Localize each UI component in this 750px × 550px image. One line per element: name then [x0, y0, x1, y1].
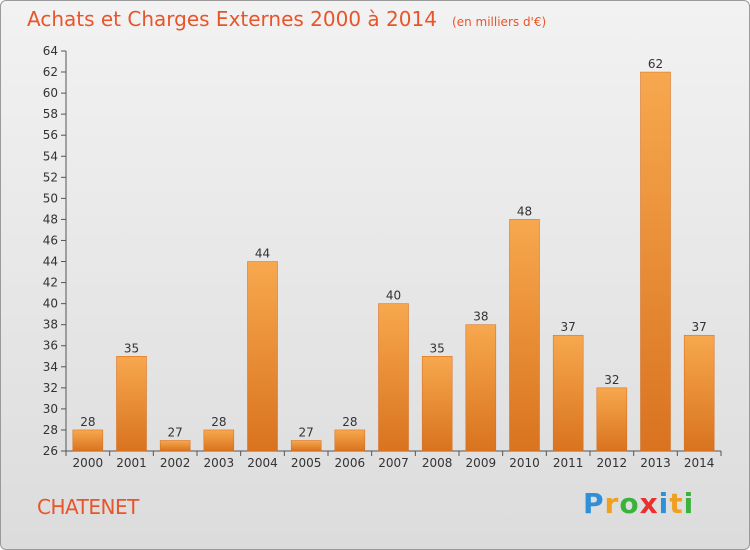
logo-letter: i	[683, 487, 695, 520]
logo-letter: x	[639, 487, 659, 520]
data-label: 37	[561, 320, 576, 334]
x-axis: 2000 2001 2002 2003 2004 2005 2006 2007 2008 2009…	[65, 450, 722, 470]
y-tick-label: 26	[43, 444, 58, 458]
x-tick-label: 2004	[247, 456, 278, 470]
y-tick-label: 42	[43, 276, 58, 290]
bar	[159, 440, 191, 452]
chart-title-main: Achats et Charges Externes 2000 à 2014	[27, 7, 437, 31]
x-tick-label: 2000	[73, 456, 104, 470]
x-tick-label: 2003	[204, 456, 235, 470]
bar	[116, 356, 147, 452]
x-tick-label: 2010	[509, 456, 540, 470]
data-label: 38	[473, 310, 488, 324]
y-tick-label: 36	[43, 339, 58, 353]
bar	[683, 334, 715, 452]
chart-title-unit: (en milliers d'€)	[452, 15, 547, 29]
x-tick-label: 2002	[160, 456, 191, 470]
y-tick-label: 54	[43, 149, 58, 163]
data-label: 48	[517, 204, 532, 218]
y-tick-label: 30	[43, 402, 58, 416]
x-tick-label: 2012	[597, 456, 628, 470]
bar	[290, 440, 322, 452]
logo-letter: P	[583, 487, 605, 520]
data-label: 27	[299, 425, 314, 439]
bars: 28 35 27 28 44 27 28 40 35 38 48 37 32 62 37	[72, 57, 715, 452]
data-label: 32	[604, 373, 619, 387]
logo-letter: i	[658, 487, 670, 520]
y-tick-label: 38	[43, 318, 58, 332]
bar	[421, 356, 453, 452]
proxiti-logo: Proxiti	[583, 487, 694, 520]
x-tick-label: 2011	[553, 456, 584, 470]
y-tick-label: 64	[43, 44, 58, 58]
y-tick-label: 62	[43, 65, 58, 79]
x-tick-label: 2013	[640, 456, 671, 470]
y-tick-label: 28	[43, 423, 58, 437]
y-tick-label: 50	[43, 191, 58, 205]
bar	[465, 324, 497, 452]
data-label: 37	[692, 320, 707, 334]
logo-letter: o	[619, 487, 640, 520]
logo-letter: r	[604, 487, 620, 520]
bar	[596, 387, 628, 452]
data-label: 28	[211, 415, 226, 429]
bar	[552, 334, 584, 452]
data-label: 35	[430, 341, 445, 355]
y-tick-label: 60	[43, 86, 58, 100]
bar	[247, 261, 278, 452]
data-label: 62	[648, 57, 663, 71]
y-tick-label: 34	[43, 360, 58, 374]
data-label: 28	[80, 415, 95, 429]
commune-name: CHATENET	[37, 495, 139, 519]
x-tick-label: 2005	[291, 456, 322, 470]
y-axis: 26 28 30 32 34 36 38 40 42 44 46 48 50 52 54 56 58 60 62 64	[43, 44, 67, 458]
y-tick-label: 44	[43, 255, 58, 269]
y-tick-label: 52	[43, 170, 58, 184]
x-tick-label: 2008	[422, 456, 453, 470]
data-label: 44	[255, 247, 270, 261]
bar	[72, 429, 104, 452]
data-label: 27	[168, 425, 183, 439]
x-tick-label: 2007	[378, 456, 409, 470]
bar	[203, 429, 235, 452]
y-tick-label: 58	[43, 107, 58, 121]
logo-letter: t	[669, 487, 684, 520]
x-tick-label: 2006	[335, 456, 366, 470]
bar	[334, 429, 366, 452]
data-label: 28	[342, 415, 357, 429]
y-tick-label: 40	[43, 297, 58, 311]
bar	[509, 219, 540, 452]
y-tick-label: 46	[43, 233, 58, 247]
chart-title: Achats et Charges Externes 2000 à 2014 (…	[27, 7, 546, 31]
x-tick-label: 2009	[466, 456, 497, 470]
x-tick-label: 2014	[684, 456, 715, 470]
bar	[378, 303, 409, 452]
bar	[640, 71, 671, 452]
y-tick-label: 56	[43, 128, 58, 142]
y-tick-label: 48	[43, 212, 58, 226]
x-tick-label: 2001	[116, 456, 147, 470]
y-tick-label: 32	[43, 381, 58, 395]
data-label: 40	[386, 289, 401, 303]
data-label: 35	[124, 341, 139, 355]
